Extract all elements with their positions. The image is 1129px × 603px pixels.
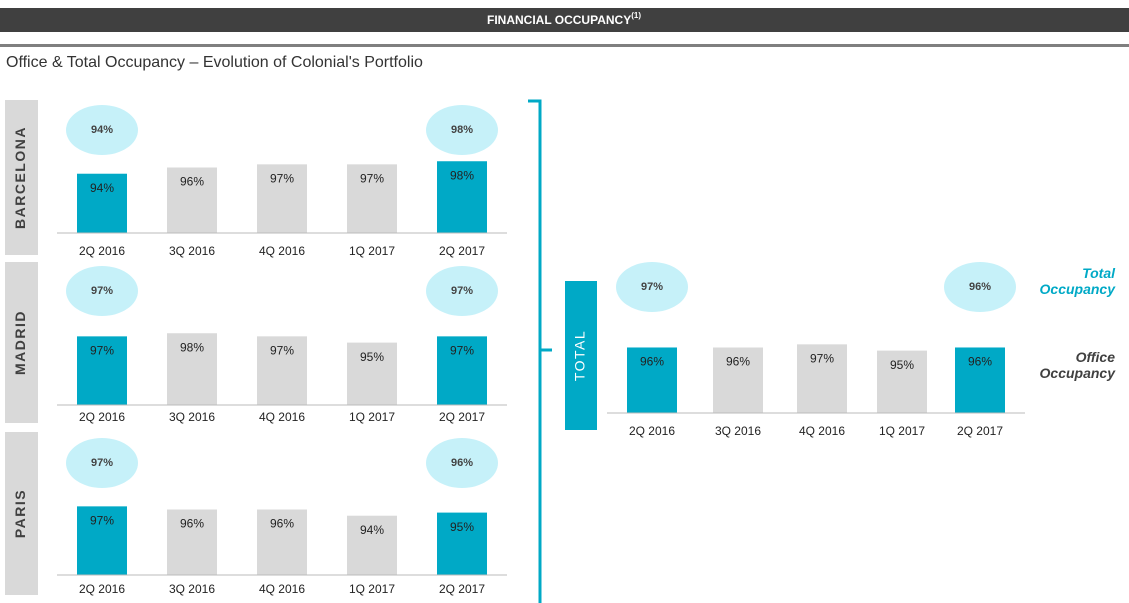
- chart-label-box: [5, 262, 38, 423]
- bar: [167, 167, 217, 233]
- bar: [627, 347, 677, 413]
- bar-label: 94%: [90, 181, 114, 195]
- x-tick-label: 4Q 2016: [259, 410, 305, 424]
- total-occupancy-bubble: [426, 266, 498, 316]
- legend-total: Total Occupancy: [1039, 265, 1115, 297]
- total-occupancy-bubble: [426, 438, 498, 488]
- bar: [167, 509, 217, 575]
- chart-label-box: [5, 432, 38, 595]
- bar: [167, 333, 217, 405]
- bracket: [528, 99, 552, 603]
- chart-label-box: [565, 281, 597, 430]
- bar: [257, 336, 307, 405]
- total-occupancy-bubble: [66, 266, 138, 316]
- bar-label: 96%: [968, 355, 992, 369]
- x-tick-label: 2Q 2016: [79, 410, 125, 424]
- x-tick-label: 3Q 2016: [169, 244, 215, 258]
- bar: [437, 336, 487, 405]
- bar: [347, 164, 397, 233]
- bar: [347, 515, 397, 575]
- x-tick-label: 3Q 2016: [715, 424, 761, 438]
- chart-label: PARIS: [12, 489, 28, 538]
- bubble-label: 98%: [451, 124, 473, 136]
- total-occupancy-bubble: [426, 105, 498, 155]
- bar-label: 95%: [450, 520, 474, 534]
- bar: [877, 350, 927, 413]
- chart-label: BARCELONA: [12, 126, 28, 229]
- bar: [437, 512, 487, 575]
- chart-label: TOTAL: [572, 330, 588, 381]
- bubble-label: 94%: [91, 124, 113, 136]
- bar: [347, 342, 397, 405]
- bar-label: 97%: [360, 172, 384, 186]
- x-tick-label: 4Q 2016: [259, 244, 305, 258]
- bar-label: 97%: [450, 344, 474, 358]
- bar: [257, 164, 307, 233]
- x-tick-label: 3Q 2016: [169, 410, 215, 424]
- header-note: (1): [631, 11, 641, 20]
- bar: [955, 347, 1005, 413]
- x-tick-label: 2Q 2017: [439, 244, 485, 258]
- bubble-label: 97%: [91, 285, 113, 297]
- bar-label: 95%: [890, 358, 914, 372]
- x-tick-label: 2Q 2016: [79, 582, 125, 596]
- bar-label: 96%: [270, 517, 294, 531]
- x-tick-label: 2Q 2017: [957, 424, 1003, 438]
- total-occupancy-bubble: [66, 105, 138, 155]
- bubble-label: 97%: [451, 285, 473, 297]
- bar-label: 97%: [270, 172, 294, 186]
- x-tick-label: 4Q 2016: [259, 582, 305, 596]
- bubble-label: 96%: [451, 457, 473, 469]
- x-tick-label: 2Q 2016: [629, 424, 675, 438]
- header-title: FINANCIAL OCCUPANCY(1): [487, 11, 641, 27]
- subtitle: Office & Total Occupancy – Evolution of …: [6, 54, 423, 71]
- chart-label: MADRID: [12, 310, 28, 375]
- x-tick-label: 2Q 2017: [439, 410, 485, 424]
- bar-label: 96%: [726, 355, 750, 369]
- bar-label: 97%: [810, 352, 834, 366]
- x-tick-label: 1Q 2017: [349, 410, 395, 424]
- bar: [257, 509, 307, 575]
- total-occupancy-bubble: [944, 262, 1016, 312]
- bar-label: 98%: [450, 168, 474, 182]
- bar: [437, 161, 487, 233]
- bar-label: 97%: [270, 344, 294, 358]
- bar-label: 98%: [180, 340, 204, 354]
- total-occupancy-bubble: [616, 262, 688, 312]
- bubble-label: 97%: [91, 457, 113, 469]
- x-tick-label: 2Q 2016: [79, 244, 125, 258]
- bubble-label: 97%: [641, 281, 663, 293]
- rule: [0, 44, 1129, 47]
- bar: [77, 336, 127, 405]
- bar: [713, 347, 763, 413]
- bar-label: 96%: [180, 175, 204, 189]
- bar: [77, 506, 127, 575]
- x-tick-label: 1Q 2017: [349, 244, 395, 258]
- x-tick-label: 2Q 2017: [439, 582, 485, 596]
- bubble-label: 96%: [969, 281, 991, 293]
- chart-label-box: [5, 100, 38, 255]
- bar-label: 96%: [180, 517, 204, 531]
- bar-label: 94%: [360, 523, 384, 537]
- legend-office: Office Occupancy: [1039, 349, 1115, 381]
- header-bar: [0, 8, 1129, 32]
- x-tick-label: 1Q 2017: [879, 424, 925, 438]
- header-title-text: FINANCIAL OCCUPANCY: [487, 13, 631, 27]
- bar-label: 96%: [640, 355, 664, 369]
- bar-label: 97%: [90, 514, 114, 528]
- total-occupancy-bubble: [66, 438, 138, 488]
- x-tick-label: 3Q 2016: [169, 582, 215, 596]
- bar: [797, 344, 847, 413]
- bar: [77, 173, 127, 233]
- bar-label: 97%: [90, 344, 114, 358]
- x-tick-label: 1Q 2017: [349, 582, 395, 596]
- bar-label: 95%: [360, 350, 384, 364]
- x-tick-label: 4Q 2016: [799, 424, 845, 438]
